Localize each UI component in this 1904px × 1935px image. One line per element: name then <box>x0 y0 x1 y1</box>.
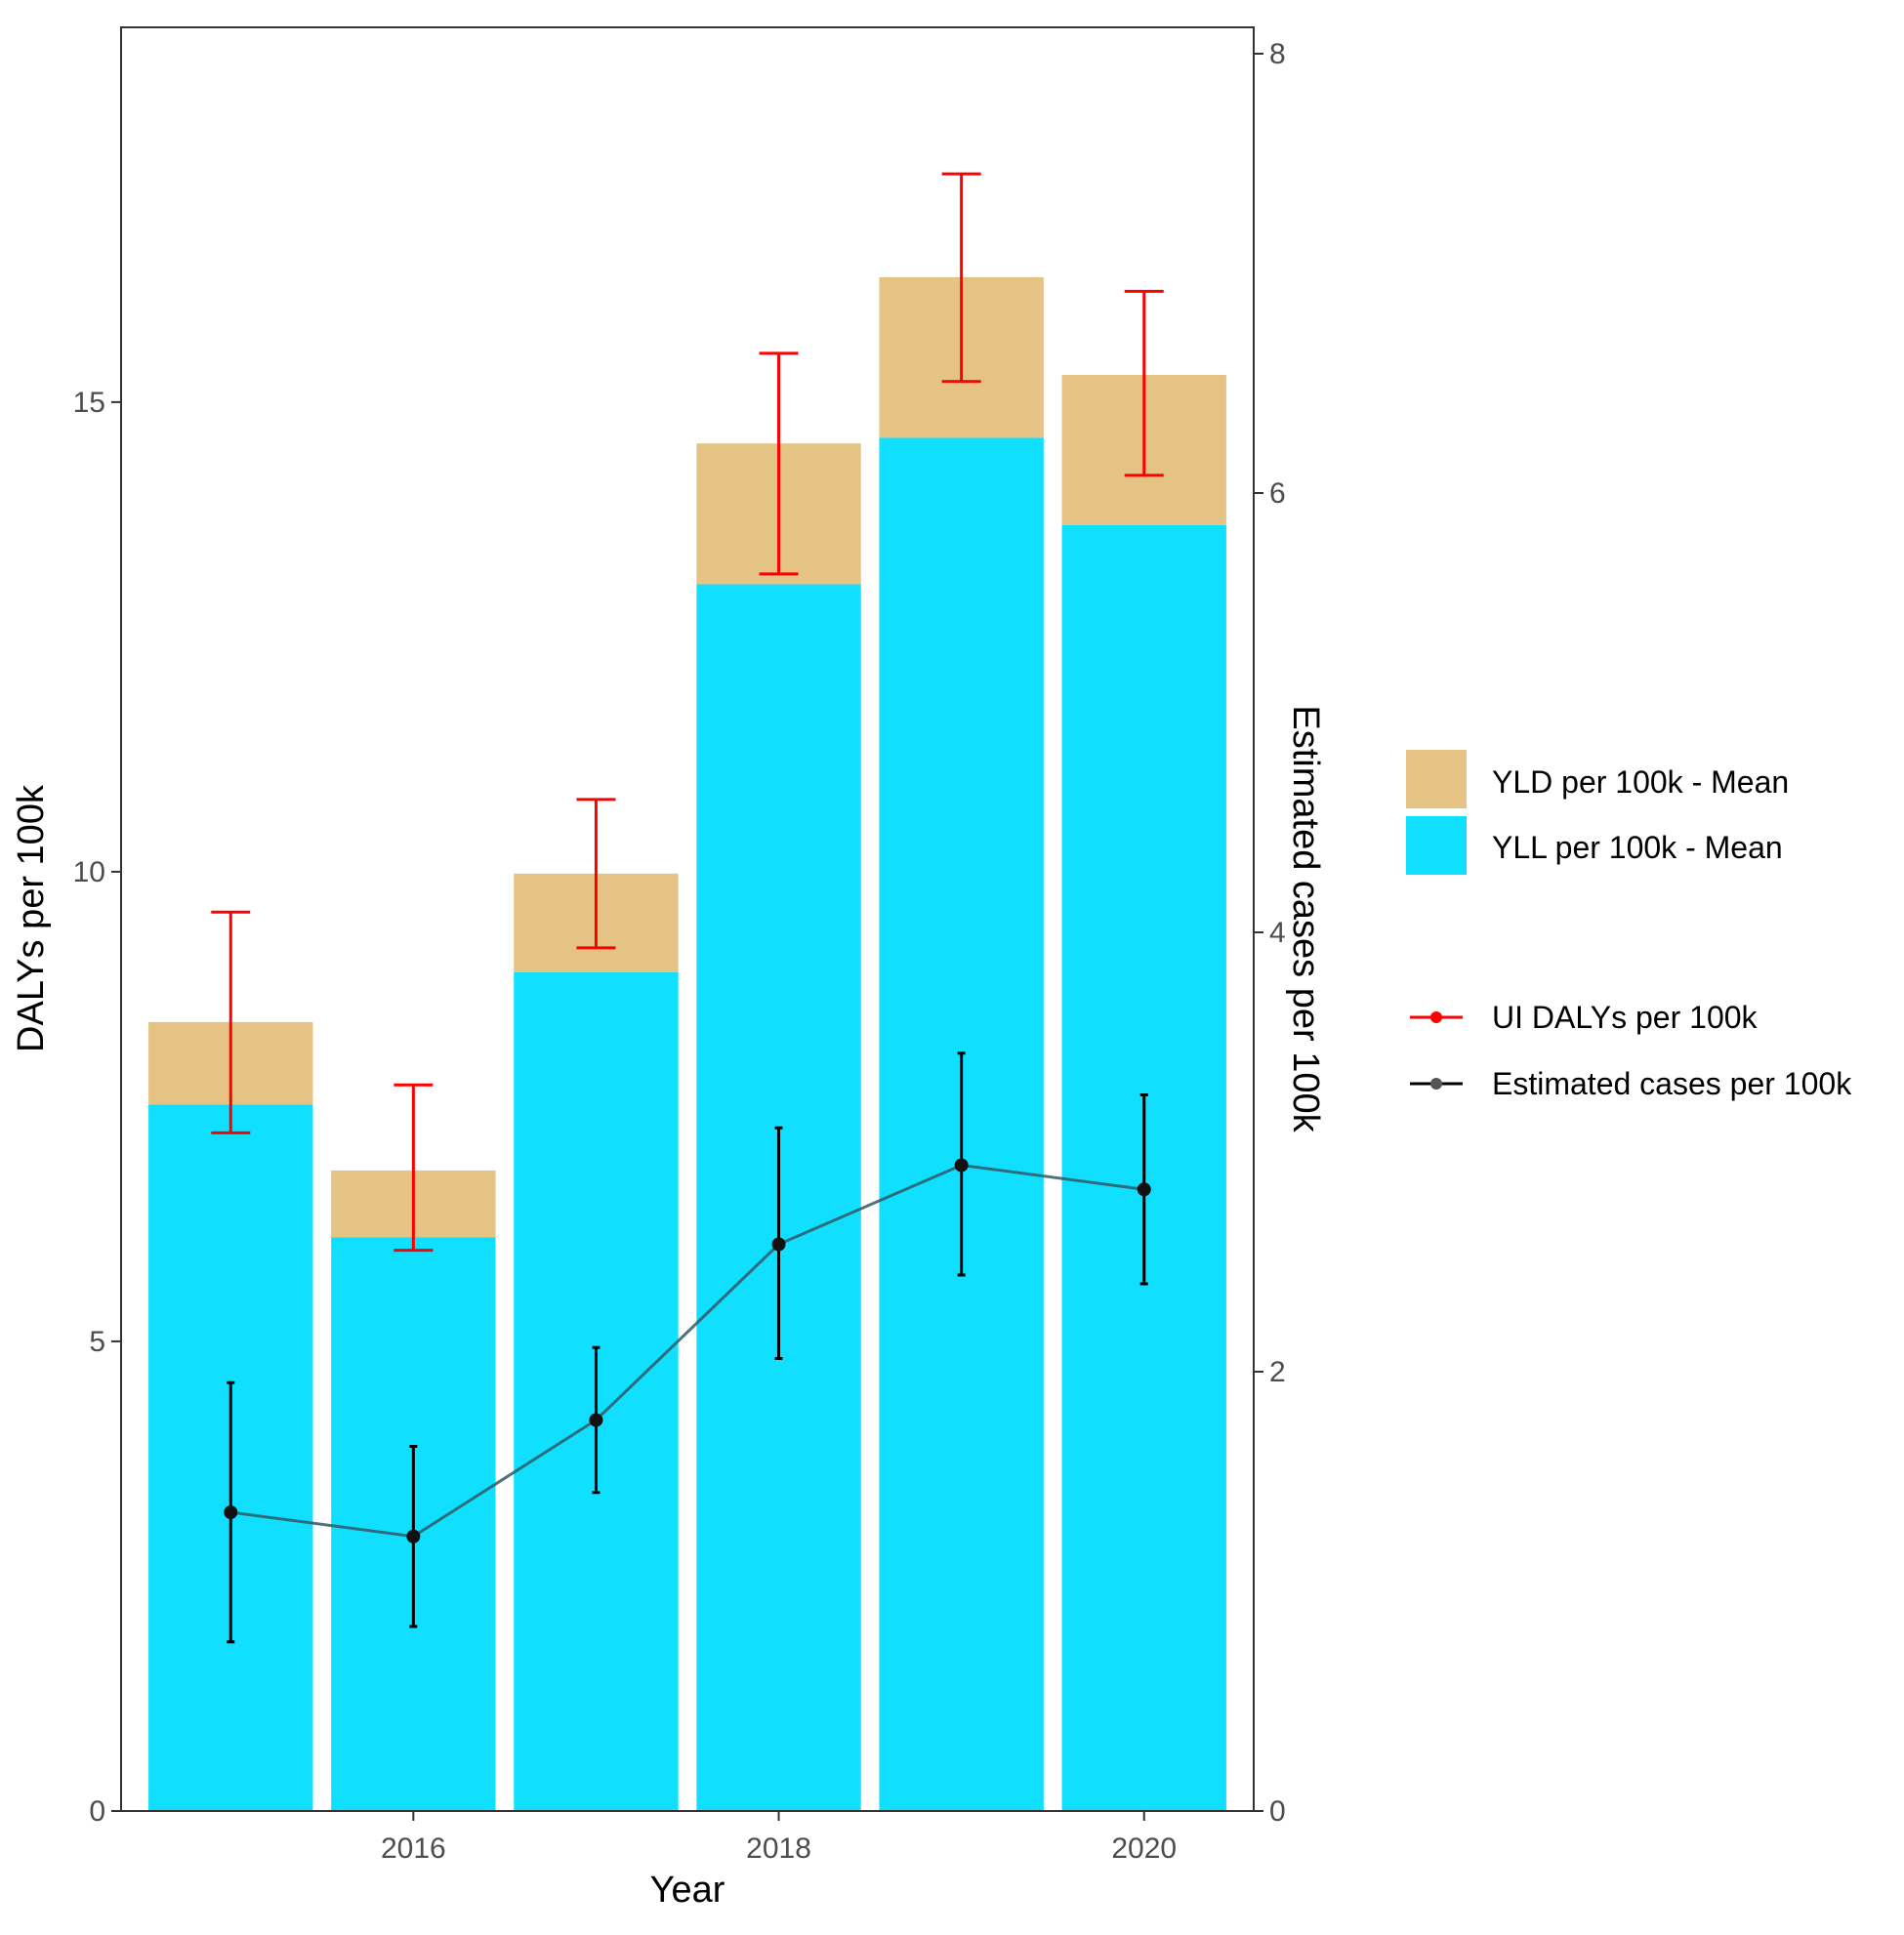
cases-point-2020 <box>1137 1182 1151 1197</box>
legend-key-ui-point <box>1430 1011 1442 1023</box>
legend-label-cases: Estimated cases per 100k <box>1492 1066 1852 1101</box>
y2-axis-title: Estimated cases per 100k <box>1285 705 1326 1132</box>
cases-line <box>230 1163 1144 1539</box>
ui-errorbar-2019 <box>941 172 981 384</box>
y-axis-title: DALYs per 100k <box>11 784 52 1052</box>
legend-key-yld <box>1406 750 1467 808</box>
y-tick-label-5: 5 <box>89 1326 105 1358</box>
ui-errorbar-2018 <box>759 351 799 576</box>
cases-point-2015 <box>224 1505 238 1519</box>
x-tick-label-2018: 2018 <box>746 1832 811 1865</box>
plot-panel-border <box>120 26 1255 1812</box>
x-tick-label-2016: 2016 <box>381 1832 446 1865</box>
y-tick-label-15: 15 <box>73 387 105 419</box>
legend: YLD per 100k - Mean YLL per 100k - Mean … <box>1406 750 1852 1101</box>
cases-point-2016 <box>406 1529 421 1544</box>
y-tick-label-0: 0 <box>89 1795 105 1828</box>
ui-errorbar-2020 <box>1124 289 1164 477</box>
legend-label-yll: YLL per 100k - Mean <box>1492 830 1783 865</box>
ui-errorbar-2016 <box>393 1083 434 1253</box>
cases-point-2017 <box>589 1413 603 1427</box>
legend-key-yll <box>1406 816 1467 875</box>
y2-tick-label-2: 2 <box>1269 1356 1286 1388</box>
y2-tick-label-0: 0 <box>1269 1795 1286 1828</box>
cases-point-2019 <box>954 1158 969 1173</box>
ui-errorbar-2015 <box>211 910 251 1134</box>
y-tick-label-10: 10 <box>73 856 105 888</box>
ui-errorbar-2017 <box>576 798 616 950</box>
y2-tick-label-4: 4 <box>1269 917 1286 949</box>
legend-label-ui: UI DALYs per 100k <box>1492 1000 1759 1035</box>
legend-label-yld: YLD per 100k - Mean <box>1492 764 1789 800</box>
y2-tick-label-6: 6 <box>1269 477 1286 510</box>
cases-point-2018 <box>771 1237 786 1252</box>
x-tick-label-2020: 2020 <box>1111 1832 1177 1865</box>
x-axis-title: Year <box>650 1870 725 1911</box>
y2-tick-label-8: 8 <box>1269 38 1286 70</box>
legend-key-cases-point <box>1430 1078 1442 1090</box>
